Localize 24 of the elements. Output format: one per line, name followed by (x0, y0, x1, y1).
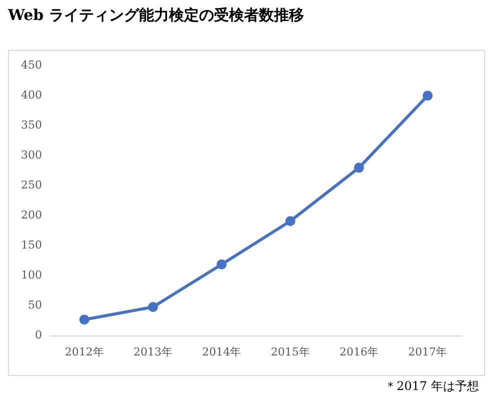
y-tick-label: 300 (20, 148, 42, 162)
x-tick-label: 2017年 (408, 345, 448, 358)
y-tick-label: 250 (20, 178, 42, 192)
y-tick-label: 350 (20, 118, 42, 132)
y-tick-label: 0 (34, 328, 42, 342)
point (148, 302, 158, 312)
x-tick-label: 2013年 (133, 345, 172, 358)
text: ＊2017 年は予想 (384, 378, 479, 395)
x-tick-label: 2016年 (340, 345, 378, 358)
y-tick-label: 50 (28, 298, 42, 312)
y-tick-label: 100 (20, 268, 42, 282)
x-tick-label: 2014年 (202, 345, 242, 358)
chart-title: Web ライティング能力検定の受検者数推移 (8, 6, 304, 25)
point (422, 90, 433, 101)
point (216, 259, 227, 270)
point (79, 314, 90, 325)
x-tick-label: 2015年 (270, 345, 310, 358)
y-tick-label: 150 (20, 238, 42, 252)
y-tick-label: 400 (20, 88, 42, 102)
x-tick-label: 2012年 (64, 345, 104, 358)
point (285, 216, 296, 226)
y-tick-label: 450 (20, 58, 42, 72)
y-tick-label: 200 (20, 208, 42, 222)
point (354, 162, 364, 173)
